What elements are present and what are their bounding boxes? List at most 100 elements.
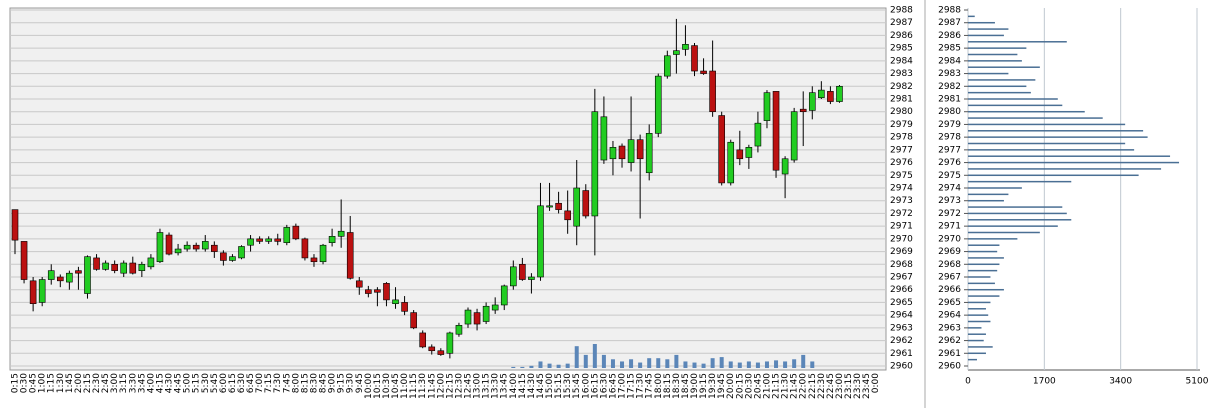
candle-body [582, 190, 590, 217]
volume-bar [538, 361, 543, 368]
profile-bar [968, 15, 975, 18]
profile-bar [968, 282, 995, 285]
candle-body [836, 85, 843, 102]
x-tick-label: 23:15 [844, 373, 854, 399]
x-tick-label: 13:45 [500, 373, 510, 399]
x-tick-label: 14:30 [527, 373, 537, 399]
y-tick-label: 2983 [890, 69, 913, 79]
profile-bar [968, 136, 1148, 138]
candle-body [93, 257, 100, 270]
volume-bar [592, 344, 597, 368]
candle-body [827, 91, 834, 102]
candle-body [183, 244, 191, 250]
candle-body [772, 91, 780, 171]
volume-bar [601, 354, 606, 368]
x-tick-label: 3:45 [137, 373, 147, 393]
y-tick-label: 2980 [890, 107, 913, 117]
candle-body [66, 272, 73, 283]
profile-bar [968, 53, 1018, 56]
profile-bar [968, 47, 1027, 49]
candle-body [310, 257, 318, 263]
profile-bar [968, 295, 1000, 297]
profile-bar [968, 346, 993, 348]
y-tick-label: 2968 [890, 260, 913, 270]
candle-body [546, 205, 553, 208]
x-tick-label: 0 [965, 377, 971, 387]
y-tick-label: 2960 [890, 362, 913, 372]
y-tick-label: 2960 [938, 362, 961, 372]
candle-body [346, 232, 354, 279]
x-tick-label: 1:30 [56, 373, 66, 393]
profile-bar [968, 199, 1004, 202]
x-tick-label: 13:15 [482, 373, 492, 399]
candle-body [165, 234, 173, 255]
candle-body [700, 70, 707, 74]
candle-body [120, 262, 128, 274]
candle-body [174, 248, 182, 254]
x-tick-label: 15:30 [563, 373, 573, 399]
x-tick-label: 3:00 [110, 373, 120, 393]
profile-bar [968, 66, 1040, 68]
candle-body [455, 325, 463, 335]
profile-bar [968, 79, 1036, 81]
candle-body [718, 115, 725, 184]
x-tick-label: 6:15 [228, 373, 238, 393]
candle-body [564, 210, 571, 221]
candle-body [211, 244, 218, 252]
candle-body [428, 346, 436, 352]
x-tick-label: 7:00 [255, 373, 265, 393]
volume-bar [701, 363, 706, 368]
volume-bar [719, 357, 724, 368]
volume-bar [692, 362, 697, 368]
y-tick-label: 2966 [938, 285, 961, 295]
candle-body [111, 263, 118, 271]
y-tick-label: 2984 [890, 56, 913, 66]
x-tick-label: 10:30 [382, 373, 392, 399]
x-tick-label: 23:30 [853, 373, 863, 399]
x-tick-label: 17:30 [636, 373, 646, 399]
x-tick-label: 2:15 [83, 373, 93, 393]
candle-body [482, 305, 490, 322]
candle-body [220, 252, 227, 261]
candle-body [129, 262, 137, 274]
candle-body [509, 266, 517, 287]
x-tick-label: 11:30 [418, 373, 428, 399]
y-tick-label: 2971 [890, 222, 913, 232]
y-tick-label: 2968 [938, 260, 961, 270]
x-tick-label: 7:45 [282, 373, 292, 393]
volume-bar [737, 362, 742, 368]
y-tick-label: 2965 [890, 298, 913, 308]
candle-body [56, 276, 64, 282]
x-tick-label: 5:15 [192, 373, 202, 393]
profile-bar [968, 161, 1180, 164]
candle-body [383, 283, 390, 301]
volume-bar [610, 359, 615, 368]
y-tick-label: 2974 [890, 184, 913, 194]
y-tick-label: 2964 [890, 311, 913, 321]
profile-bar [968, 250, 998, 253]
candle-body [781, 158, 789, 175]
candle-body [790, 111, 798, 161]
x-tick-label: 2:00 [74, 373, 84, 393]
candle-body [437, 350, 445, 355]
y-tick-label: 2988 [938, 6, 961, 16]
candle-body [691, 45, 698, 72]
volume-bar [547, 363, 552, 368]
y-tick-label: 2985 [938, 44, 961, 54]
volume-bar [574, 346, 579, 368]
candle-body [627, 139, 635, 163]
profile-bar [968, 193, 1009, 196]
candle-body [102, 262, 109, 270]
candle-body [682, 44, 689, 50]
candle-body [609, 147, 617, 160]
x-tick-label: 2:45 [101, 373, 111, 393]
candle-body [654, 75, 662, 134]
volume-bar [764, 361, 769, 368]
x-tick-label: 11:45 [427, 373, 437, 399]
x-tick-label: 19:30 [708, 373, 718, 399]
x-tick-label: 1:00 [38, 373, 48, 393]
x-tick-label: 12:30 [454, 373, 464, 399]
profile-bar [968, 276, 991, 278]
x-tick-label: 18:30 [672, 373, 682, 399]
x-tick-label: 11:00 [400, 373, 410, 399]
